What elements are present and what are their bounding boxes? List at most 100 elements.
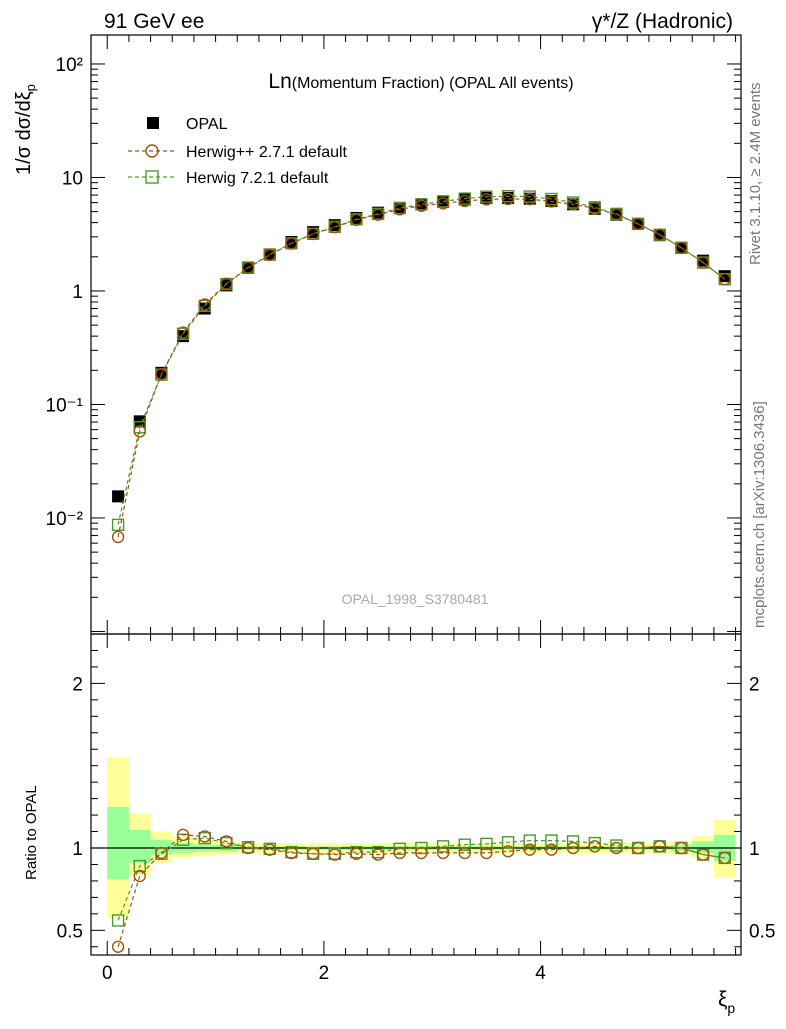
ratio-herwigpp-point bbox=[220, 835, 233, 848]
herwigpp-point bbox=[241, 261, 255, 275]
opal-point bbox=[697, 254, 710, 267]
herwigpp-point bbox=[371, 208, 385, 221]
chart-title: Ln(Momentum Fraction) (OPAL All events) bbox=[268, 70, 573, 93]
herwigpp-point bbox=[523, 192, 536, 206]
ratio-band-green bbox=[692, 841, 714, 853]
legend-label-herwigpp: Herwig++ 2.7.1 default bbox=[186, 144, 348, 161]
legend-label-opal: OPAL bbox=[186, 116, 228, 133]
herwig7-line bbox=[117, 195, 726, 525]
legend-marker-opal bbox=[147, 117, 159, 129]
header-left: 91 GeV ee bbox=[104, 10, 204, 33]
ratio-herwigpp-point bbox=[415, 846, 428, 860]
xlabel: ξp bbox=[718, 988, 735, 1016]
top-ytick-label: 10 bbox=[62, 168, 83, 189]
top-ytick-label: 1 bbox=[72, 282, 83, 303]
ratio-herwigpp-point bbox=[718, 851, 731, 865]
ratio-ytick-label: 0.5 bbox=[57, 921, 83, 942]
analysis-watermark: OPAL_1998_S3780481 bbox=[342, 591, 489, 607]
ratio-herwigpp-point bbox=[306, 847, 320, 860]
herwigpp-point bbox=[436, 197, 450, 210]
herwigpp-point bbox=[566, 198, 580, 211]
ratio-herwig7-point bbox=[545, 834, 558, 847]
herwigpp-point bbox=[133, 425, 146, 438]
ratio-herwigpp-point bbox=[241, 841, 255, 855]
top-ytick-label: 10² bbox=[56, 55, 83, 76]
ratio-herwigpp-point bbox=[155, 846, 168, 860]
ratio-herwigpp-point bbox=[263, 843, 276, 856]
herwigpp-point bbox=[458, 194, 471, 208]
ratio-herwigpp-point bbox=[285, 846, 298, 860]
herwigpp-point bbox=[501, 192, 515, 206]
ratio-ytick-label: 1 bbox=[72, 839, 83, 860]
herwigpp-point bbox=[111, 530, 125, 544]
ratio-herwigpp-point bbox=[393, 846, 406, 860]
herwigpp-point bbox=[350, 213, 363, 226]
ratio-herwigpp-point bbox=[436, 846, 450, 860]
herwigpp-point bbox=[675, 241, 688, 255]
opal-point bbox=[610, 208, 623, 221]
herwigpp-point bbox=[653, 228, 666, 241]
chart-title-main: Ln bbox=[268, 70, 291, 93]
herwigpp-point bbox=[306, 227, 320, 241]
ratio-ytick-label-right: 0.5 bbox=[749, 921, 775, 942]
legend-label-herwig7: Herwig 7.2.1 default bbox=[186, 170, 329, 187]
ratio-band-green bbox=[128, 829, 151, 863]
ratio-herwigpp-point bbox=[610, 841, 623, 855]
ratio-herwig7-point bbox=[458, 838, 471, 851]
ratio-herwigpp-line bbox=[117, 834, 725, 947]
herwigpp-point bbox=[285, 237, 298, 250]
herwigpp-line bbox=[117, 198, 726, 538]
ratio-herwigpp-point bbox=[696, 848, 710, 861]
ratio-herwigpp-point bbox=[566, 841, 580, 855]
xtick-label: 2 bbox=[319, 963, 330, 984]
ratio-herwig7-point bbox=[111, 914, 125, 927]
herwigpp-point bbox=[718, 272, 731, 286]
ratio-herwig7-point bbox=[523, 834, 536, 847]
header-right: γ*/Z (Hadronic) bbox=[592, 10, 733, 33]
ratio-herwigpp-point bbox=[631, 841, 645, 855]
herwigpp-point bbox=[610, 208, 623, 221]
ratio-herwigpp-point bbox=[588, 840, 601, 853]
ratio-herwig7-point bbox=[588, 836, 601, 850]
ratio-panel: 0 2 4 0.5 0.5 1 1 2 2 bbox=[57, 633, 775, 984]
ratio-herwigpp-point bbox=[653, 840, 666, 853]
top-ytick-label: 10⁻² bbox=[46, 509, 84, 530]
ratio-herwigpp-point bbox=[111, 940, 125, 953]
top-ylabel: 1/σ dσ/dξp bbox=[13, 84, 38, 175]
ratio-herwigpp-point bbox=[523, 843, 536, 856]
ratio-herwig7-point bbox=[566, 835, 580, 848]
herwigpp-point bbox=[631, 217, 645, 231]
ratio-herwig7-point bbox=[501, 836, 515, 849]
xtick-label: 0 bbox=[102, 963, 113, 984]
herwigpp-point bbox=[263, 248, 276, 262]
ratio-herwigpp-point bbox=[198, 830, 211, 843]
herwigpp-point bbox=[176, 326, 190, 339]
ratio-herwigpp-point bbox=[328, 848, 341, 861]
ratio-herwigpp-point bbox=[176, 828, 190, 842]
ratio-herwig7-point bbox=[436, 840, 450, 853]
legend-marker-herwig7 bbox=[145, 170, 159, 184]
herwigpp-point bbox=[588, 202, 601, 215]
herwigpp-point bbox=[545, 195, 558, 208]
ratio-herwigpp-point bbox=[480, 846, 493, 860]
xtick-label: 4 bbox=[535, 963, 546, 984]
ratio-herwigpp-point bbox=[350, 847, 363, 860]
herwigpp-point bbox=[415, 199, 428, 212]
herwigpp-point bbox=[220, 277, 233, 290]
herwigpp-point bbox=[198, 298, 211, 311]
ratio-ytick-label-right: 2 bbox=[749, 674, 760, 695]
top-ytick-label: 10⁻¹ bbox=[46, 395, 84, 416]
herwigpp-point bbox=[393, 203, 406, 216]
ratio-herwig7-point bbox=[393, 842, 406, 856]
ratio-frame bbox=[90, 633, 742, 956]
legend: OPAL Herwig++ 2.7.1 default Herwig 7.2.1… bbox=[128, 116, 348, 187]
herwigpp-point bbox=[328, 220, 341, 234]
chart-title-rest: (Momentum Fraction) (OPAL All events) bbox=[292, 75, 574, 92]
herwigpp-point bbox=[155, 367, 168, 381]
herwigpp-point bbox=[696, 256, 710, 269]
mcplots-label: mcplots.cern.ch [arXiv:1306.3436] bbox=[751, 401, 768, 628]
ratio-ytick-label: 2 bbox=[72, 674, 83, 695]
ratio-herwigpp-point bbox=[458, 846, 471, 860]
opal-point bbox=[112, 490, 125, 503]
